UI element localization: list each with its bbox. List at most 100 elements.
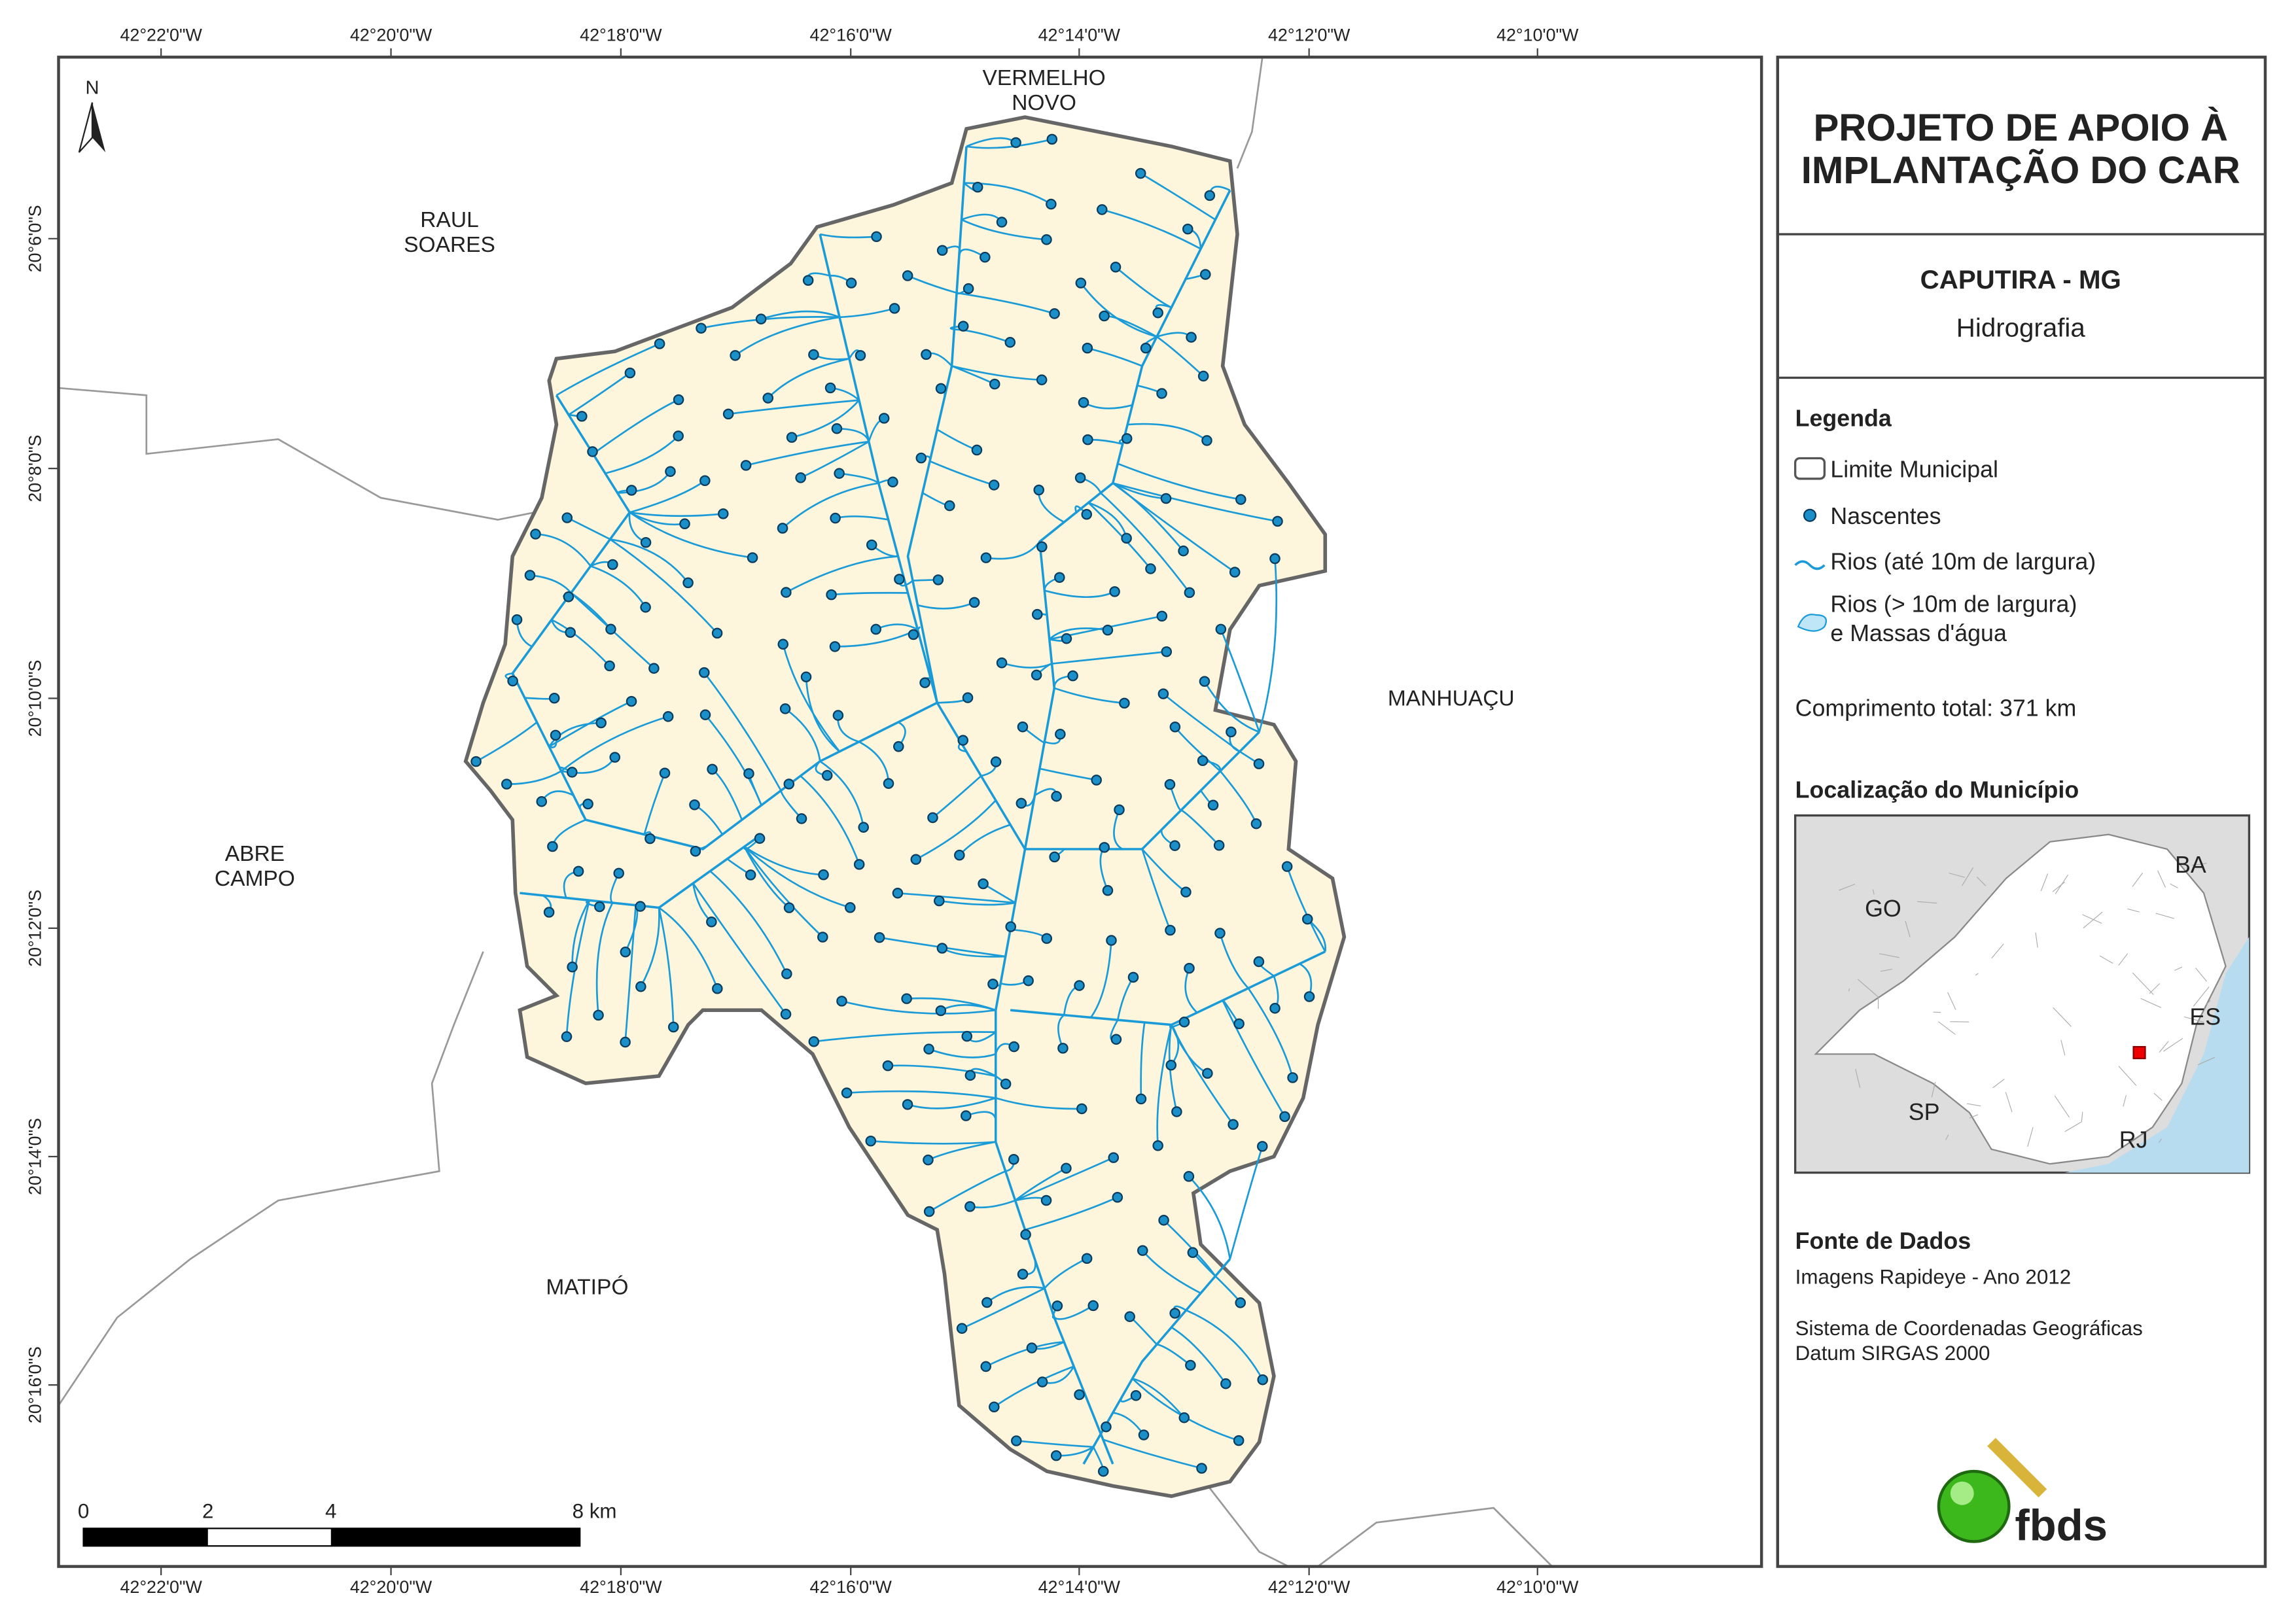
inset-municipality-line xyxy=(1991,943,2004,959)
spring xyxy=(781,968,792,979)
spring xyxy=(1184,587,1195,599)
inset-municipality-line xyxy=(2081,1111,2083,1123)
place-name: MANHUAÇU xyxy=(1388,687,1515,711)
spring xyxy=(1041,933,1053,944)
neighbor-boundary xyxy=(1317,1507,1553,1567)
stream xyxy=(1039,767,1097,781)
spring xyxy=(561,1031,573,1042)
stream xyxy=(1203,680,1260,733)
spring xyxy=(1287,1072,1298,1083)
spring xyxy=(1124,1311,1135,1322)
stream xyxy=(760,310,840,320)
spring xyxy=(507,675,518,687)
spring xyxy=(944,500,955,512)
stream xyxy=(1222,1000,1286,1117)
place-name: MATIPÓ xyxy=(546,1274,628,1299)
spring xyxy=(1178,1412,1190,1423)
spring xyxy=(908,629,919,640)
spring xyxy=(547,841,558,852)
spring xyxy=(1008,1041,1019,1053)
spring xyxy=(777,523,788,534)
stream xyxy=(847,1090,996,1099)
logo-ball xyxy=(1937,1469,2011,1543)
spring xyxy=(1031,608,1043,620)
inset-municipality-line xyxy=(1976,877,1987,886)
longitude-label: 42°10'0"W xyxy=(1496,1577,1579,1597)
spring xyxy=(1130,1390,1142,1401)
spring xyxy=(829,641,841,652)
spring xyxy=(1169,721,1181,733)
spring xyxy=(989,1401,1000,1413)
stream xyxy=(1258,558,1278,733)
spring xyxy=(1281,861,1293,872)
stream xyxy=(1220,629,1260,733)
spring xyxy=(689,799,700,811)
spring xyxy=(548,692,560,704)
place-name: VERMELHO xyxy=(982,66,1105,90)
spring xyxy=(1041,234,1052,245)
inset-municipality-line xyxy=(2052,881,2066,892)
spring xyxy=(624,367,636,379)
spring xyxy=(1201,435,1212,446)
stream xyxy=(961,1287,1045,1329)
spring xyxy=(1202,1068,1213,1079)
spring xyxy=(883,778,894,789)
stream xyxy=(985,541,1040,560)
stream xyxy=(951,365,1042,381)
spring xyxy=(635,901,646,912)
spring xyxy=(1257,1374,1269,1386)
spring xyxy=(845,902,856,913)
inset-municipality-line xyxy=(1937,1021,1956,1035)
place-name: RAUL xyxy=(420,208,479,232)
scale-label: 0 xyxy=(78,1500,89,1523)
stream xyxy=(1112,482,1278,523)
spring xyxy=(1114,804,1125,816)
spring xyxy=(626,485,637,496)
spring xyxy=(1005,921,1017,932)
stream xyxy=(993,1365,1074,1408)
spring xyxy=(894,574,905,585)
stream xyxy=(785,708,821,761)
spring xyxy=(858,822,870,833)
stream xyxy=(1286,866,1326,952)
spring xyxy=(910,854,922,865)
inset-municipality-line xyxy=(2197,1056,2216,1066)
stream xyxy=(1087,347,1143,367)
stream xyxy=(782,644,841,752)
spring xyxy=(1031,669,1042,681)
spring xyxy=(927,812,938,824)
stream xyxy=(1127,423,1208,442)
spring xyxy=(1253,956,1265,968)
spring xyxy=(921,349,932,360)
stream xyxy=(813,1031,996,1043)
spring xyxy=(1112,1191,1123,1203)
inset-municipality-line xyxy=(1855,1068,1861,1088)
spring xyxy=(1074,1389,1085,1401)
stream xyxy=(1247,987,1294,1078)
spring xyxy=(573,865,584,877)
spring xyxy=(1233,1018,1245,1030)
spring xyxy=(936,943,948,954)
spring xyxy=(830,512,841,524)
spring xyxy=(988,480,1000,491)
spring xyxy=(957,321,969,332)
spring xyxy=(1137,1245,1148,1256)
stream xyxy=(1090,940,1112,1019)
spring xyxy=(1180,886,1192,898)
inset-label: RJ xyxy=(2119,1127,2148,1153)
spring xyxy=(853,859,865,870)
inset-municipality-line xyxy=(2060,1039,2066,1056)
spring xyxy=(1109,586,1120,597)
stream xyxy=(1112,482,1235,573)
spring xyxy=(1081,508,1093,520)
stream xyxy=(734,316,840,357)
stream xyxy=(782,482,879,529)
spring xyxy=(1157,688,1169,699)
inset-municipality-line xyxy=(2123,1095,2127,1107)
spring xyxy=(1000,1078,1012,1090)
spring xyxy=(889,303,900,314)
stream xyxy=(1142,1249,1201,1295)
stream xyxy=(939,899,1016,906)
spring xyxy=(609,752,621,763)
